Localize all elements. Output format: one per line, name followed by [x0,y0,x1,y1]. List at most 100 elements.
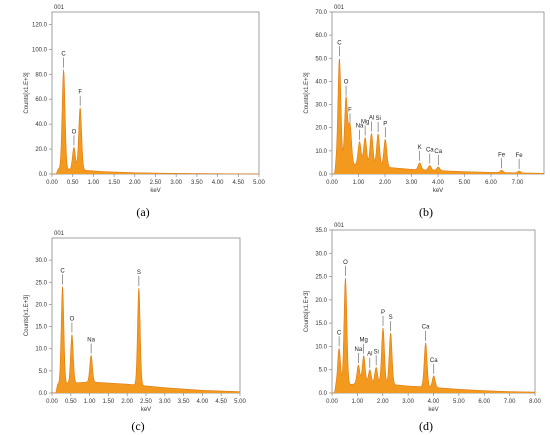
x-tick-label: 7.00 [512,180,524,186]
peak-label: C [60,268,65,274]
peak-label: Ca [430,358,438,364]
x-tick-label: 5.00 [253,180,265,186]
plot-area [331,11,545,175]
plot-area [51,237,241,394]
peak-label: Ca [434,149,442,155]
y-tick-label: 40.0 [35,122,47,128]
peak-label: Fe [516,153,524,159]
x-tick-label: 3.50 [178,399,190,405]
y-tick-label: 0.0 [39,391,48,397]
x-tick-label: 0.00 [326,180,338,186]
x-tick-label: 6.00 [485,180,497,186]
panel-c: 001 0.0 5.0 10.0 15.0 20.0 25.0 30.0 0.00 0.50 1.0… [0,218,275,435]
x-tick-label: 7.00 [504,399,516,405]
y-tick-label: 15.0 [315,321,327,327]
peak-label: Na [355,347,363,353]
peak-label: O [70,316,75,322]
y-tick-label: 30.0 [315,251,327,257]
peak-label: Mg [360,338,368,344]
y-axis-label: Counts[x1.E+3] [304,291,310,333]
chart-header: 001 [334,223,345,229]
x-axis-label: keV [428,407,438,413]
y-tick-label: 60.0 [315,33,327,39]
spectrum-line [52,69,259,175]
peak-label: O [344,80,349,86]
chart-a: 001 0.0 20.0 40.0 60.0 80.0 100.0 120.0 0.00 0.50… [24,5,265,194]
peak-label: Al [369,115,374,121]
x-axis-label: keV [150,188,160,194]
x-tick-label: 0.50 [65,399,77,405]
peak-label: Na [356,124,364,130]
peak-label: P [381,310,385,316]
spectrum-area [332,277,535,393]
y-axis-label: Counts[x1.E+3] [304,72,310,114]
y-tick-label: 10.0 [315,344,327,350]
y-tick-label: 80.0 [35,72,47,78]
x-tick-label: 3.00 [170,180,182,186]
peak-label: F [348,107,352,113]
y-axis-label: Counts[x1.E+3] [24,295,30,337]
panel-label-c: (c) [131,419,145,433]
x-tick-label: 2.50 [150,180,162,186]
peak-label: Si [373,349,378,355]
y-tick-label: 0.0 [319,391,328,397]
x-tick-label: 4.00 [197,399,209,405]
x-tick-label: 2.00 [379,180,391,186]
x-tick-label: 1.50 [103,399,115,405]
peak-label: Al [367,352,372,358]
spectrum-line [52,286,241,394]
y-tick-label: 0.0 [319,172,328,178]
panel-d: 001 0.0 5.0 10.0 15.0 20.0 25.0 30.0 35.0 0.00 1.0… [275,218,550,435]
x-tick-label: 0.00 [326,399,338,405]
chart-d: 001 0.0 5.0 10.0 15.0 20.0 25.0 30.0 35.0 0.00 1.0… [304,223,541,413]
y-tick-label: 0.0 [39,172,48,178]
x-tick-label: 2.00 [129,180,141,186]
peak-label: S [137,270,141,276]
y-tick-label: 30.0 [35,258,47,264]
x-tick-label: 5.00 [459,180,471,186]
y-tick-label: 120.0 [32,22,48,28]
x-tick-label: 2.00 [377,399,389,405]
y-tick-label: 40.0 [315,79,327,85]
panel-a: 001 0.0 20.0 40.0 60.0 80.0 100.0 120.0 0.00 0.50… [0,0,275,219]
chart-header: 001 [334,5,345,11]
panel-b: 001 0.0 10.0 20.0 30.0 40.0 50.0 60.0 70.0 0.00 1.… [275,0,550,219]
y-tick-label: 10.0 [315,149,327,155]
x-tick-label: 3.50 [191,180,203,186]
x-axis-label: keV [433,188,443,194]
panel-label-d: (d) [419,419,433,433]
y-tick-label: 35.0 [315,228,327,234]
chart-header: 001 [54,231,65,237]
peak-label: F [78,90,82,96]
y-tick-label: 20.0 [315,126,327,132]
peak-label: Ca [422,325,430,331]
x-tick-label: 4.00 [212,180,224,186]
x-tick-label: 0.00 [46,399,58,405]
x-tick-label: 4.50 [232,180,244,186]
peak-label: S [389,315,393,321]
y-tick-label: 5.0 [39,369,48,375]
x-tick-label: 3.00 [159,399,171,405]
y-tick-label: 25.0 [35,280,47,286]
peak-label: Fe [498,152,506,158]
spectrum-area [52,69,259,174]
y-tick-label: 5.0 [319,368,328,374]
y-tick-label: 20.0 [315,298,327,304]
peak-label: Mg [361,120,369,126]
chart-b: 001 0.0 10.0 20.0 30.0 40.0 50.0 60.0 70.0 0.00 1.… [304,5,545,194]
y-tick-label: 15.0 [35,325,47,331]
spectrum-line [332,59,545,175]
y-tick-label: 20.0 [35,302,47,308]
y-tick-label: 100.0 [32,47,48,53]
peak-label: P [383,121,387,127]
y-tick-label: 30.0 [315,103,327,109]
y-tick-label: 10.0 [35,347,47,353]
x-tick-label: 2.00 [121,399,133,405]
y-tick-label: 25.0 [315,275,327,281]
peak-label: O [343,260,348,266]
x-tick-label: 4.00 [432,180,444,186]
chart-c: 001 0.0 5.0 10.0 15.0 20.0 25.0 30.0 0.00 0.50 1.0… [24,231,246,413]
y-tick-label: 70.0 [315,10,327,16]
y-axis-label: Counts[x1.E+3] [24,72,30,114]
peak-label: Na [87,337,95,343]
